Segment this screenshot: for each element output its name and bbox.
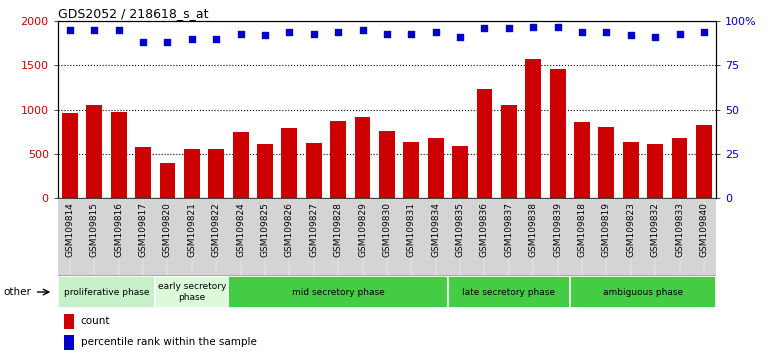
Bar: [623, 143, 638, 198]
Point: [357, 27, 369, 33]
Point: [161, 40, 173, 45]
Text: GSM109815: GSM109815: [90, 202, 99, 257]
Point: [551, 24, 564, 29]
Point: [601, 29, 613, 35]
Text: GSM109814: GSM109814: [65, 202, 75, 257]
Bar: [428, 138, 444, 198]
Bar: [156, 276, 229, 308]
Bar: [452, 146, 468, 198]
Text: GSM109818: GSM109818: [578, 202, 587, 257]
Text: GSM109834: GSM109834: [431, 202, 440, 257]
Point: [64, 27, 76, 33]
Bar: [282, 129, 297, 198]
Text: proliferative phase: proliferative phase: [64, 287, 149, 297]
Text: GSM109833: GSM109833: [675, 202, 684, 257]
Point: [307, 31, 320, 36]
Text: GSM109829: GSM109829: [358, 202, 367, 257]
Bar: [86, 105, 102, 198]
Point: [527, 24, 539, 29]
Text: GSM109823: GSM109823: [626, 202, 635, 257]
Point: [186, 36, 198, 42]
Bar: [209, 149, 224, 198]
Point: [234, 31, 246, 36]
Bar: [330, 121, 346, 198]
Bar: [403, 143, 419, 198]
Bar: [598, 127, 614, 198]
Text: GDS2052 / 218618_s_at: GDS2052 / 218618_s_at: [58, 7, 208, 20]
Text: GSM109830: GSM109830: [383, 202, 391, 257]
Bar: [648, 144, 663, 198]
Bar: [184, 149, 199, 198]
Bar: [570, 276, 716, 308]
Text: ambiguous phase: ambiguous phase: [603, 287, 683, 297]
Point: [478, 25, 490, 31]
Bar: [501, 105, 517, 198]
Point: [624, 33, 637, 38]
Bar: [62, 113, 78, 198]
Text: GSM109839: GSM109839: [553, 202, 562, 257]
Point: [649, 34, 661, 40]
Text: GSM109827: GSM109827: [310, 202, 318, 257]
Text: GSM109825: GSM109825: [260, 202, 269, 257]
Bar: [58, 276, 156, 308]
Bar: [65, 335, 74, 350]
Point: [454, 34, 466, 40]
Bar: [525, 59, 541, 198]
Point: [210, 36, 223, 42]
Point: [332, 29, 344, 35]
Bar: [696, 125, 711, 198]
Text: GSM109831: GSM109831: [407, 202, 416, 257]
Bar: [448, 276, 570, 308]
Text: percentile rank within the sample: percentile rank within the sample: [81, 337, 256, 347]
Point: [88, 27, 100, 33]
Text: count: count: [81, 316, 110, 326]
Text: GSM109817: GSM109817: [139, 202, 148, 257]
Point: [698, 29, 710, 35]
Bar: [111, 112, 126, 198]
Bar: [550, 69, 565, 198]
Point: [430, 29, 442, 35]
Point: [503, 25, 515, 31]
Point: [283, 29, 296, 35]
Point: [137, 40, 149, 45]
Point: [405, 31, 417, 36]
Text: other: other: [4, 287, 32, 297]
Text: GSM109821: GSM109821: [187, 202, 196, 257]
Text: GSM109837: GSM109837: [504, 202, 514, 257]
Bar: [671, 138, 688, 198]
Bar: [477, 88, 492, 198]
Point: [259, 33, 271, 38]
Text: GSM109838: GSM109838: [529, 202, 537, 257]
Bar: [65, 314, 74, 329]
Text: early secretory
phase: early secretory phase: [158, 282, 226, 302]
Bar: [159, 163, 176, 198]
Text: GSM109819: GSM109819: [602, 202, 611, 257]
Bar: [574, 122, 590, 198]
Bar: [136, 147, 151, 198]
Point: [576, 29, 588, 35]
Text: GSM109835: GSM109835: [456, 202, 464, 257]
Text: GSM109828: GSM109828: [333, 202, 343, 257]
Point: [112, 27, 125, 33]
Text: GSM109836: GSM109836: [480, 202, 489, 257]
Bar: [379, 131, 395, 198]
Bar: [233, 132, 249, 198]
Text: GSM109824: GSM109824: [236, 202, 245, 257]
Bar: [355, 117, 370, 198]
Text: GSM109820: GSM109820: [163, 202, 172, 257]
Point: [673, 31, 685, 36]
Text: GSM109840: GSM109840: [699, 202, 708, 257]
Text: mid secretory phase: mid secretory phase: [292, 287, 384, 297]
Text: GSM109826: GSM109826: [285, 202, 294, 257]
Bar: [257, 144, 273, 198]
Text: GSM109832: GSM109832: [651, 202, 660, 257]
Bar: [229, 276, 448, 308]
Bar: [306, 143, 322, 198]
Text: late secretory phase: late secretory phase: [462, 287, 555, 297]
Point: [380, 31, 393, 36]
Text: GSM109822: GSM109822: [212, 202, 221, 257]
Text: GSM109816: GSM109816: [114, 202, 123, 257]
